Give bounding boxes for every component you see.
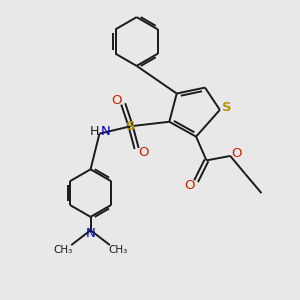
- Text: O: O: [184, 179, 195, 192]
- Text: O: O: [138, 146, 148, 159]
- Text: O: O: [231, 147, 242, 160]
- Text: N: N: [100, 125, 110, 138]
- Text: S: S: [222, 101, 231, 114]
- Text: CH₃: CH₃: [53, 245, 73, 256]
- Text: H: H: [89, 125, 99, 138]
- Text: CH₃: CH₃: [109, 245, 128, 256]
- Text: S: S: [126, 120, 136, 133]
- Text: N: N: [86, 227, 95, 240]
- Text: O: O: [112, 94, 122, 107]
